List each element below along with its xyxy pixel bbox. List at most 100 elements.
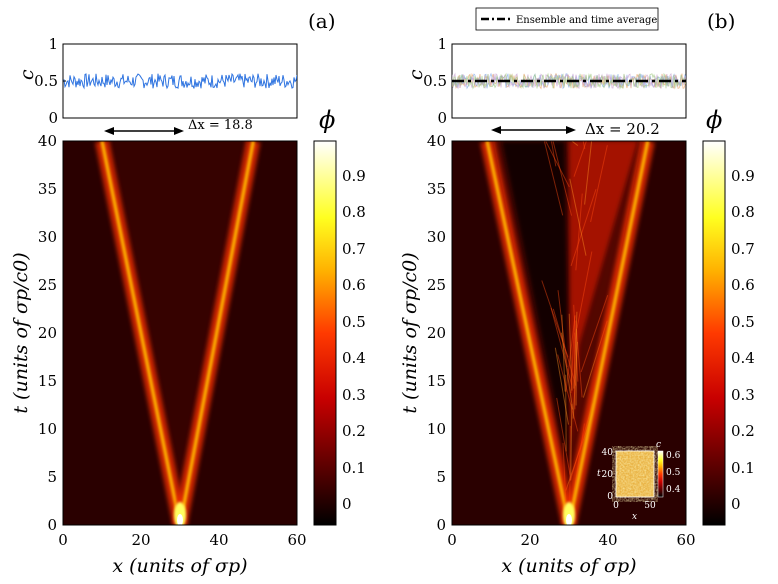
panel-b-ylabel: t (units of σp/c0) <box>399 252 421 413</box>
panel-a-colorbar-tick: 0.1 <box>342 459 366 477</box>
panel-a-xtick: 60 <box>287 531 306 549</box>
panel-b-colorbar-tick: 0.4 <box>731 349 755 367</box>
panel-b-inset-ytick: 20 <box>602 470 614 480</box>
panel-a-xtick: 40 <box>209 531 228 549</box>
panel-b-streak <box>543 141 564 216</box>
panel-b-yticks: 0 5 10 15 20 25 30 35 40 <box>427 132 446 534</box>
panel-b-inset-texture <box>616 451 654 497</box>
panel-b-xlabel: x (units of σp) <box>501 555 636 577</box>
panel-b-streak <box>570 316 576 394</box>
panel-b: (b) Ensemble and time average 1 0.5 0 c <box>399 7 755 577</box>
panel-a-heatmap-axes-box <box>62 140 298 526</box>
panel-a-right-front <box>178 141 256 525</box>
panel-a-colorbar-tick: 0.7 <box>342 240 366 258</box>
panel-a-colorbar-tick: 0.3 <box>342 386 366 404</box>
panel-b-streak <box>561 314 566 392</box>
panel-b-inset-xtick: 0 <box>613 501 619 511</box>
panel-b-colorbar-tick: 0.1 <box>731 459 755 477</box>
panel-b-inset-xlabel: x <box>632 512 637 522</box>
panel-b-colorbar-tick: 0.6 <box>731 276 755 294</box>
panel-b-streak <box>576 251 593 329</box>
panel-a-top-ylabel: c <box>16 69 38 80</box>
panel-a-c-series-line <box>63 72 297 90</box>
panel-b-colorbar-tick: 0.8 <box>731 203 755 221</box>
panel-b-streak <box>550 307 573 385</box>
panel-b-streak <box>554 347 569 425</box>
panel-b-streak <box>575 320 583 398</box>
panel-b-colorbar-tick: 0.5 <box>731 313 755 331</box>
panel-b-xtick: 20 <box>520 531 539 549</box>
panel-b-streak <box>541 280 569 358</box>
panel-b-source-core <box>566 514 572 525</box>
panel-b-streak <box>575 193 583 271</box>
panel-b-colorbar-tick: 0 <box>731 495 741 513</box>
panel-b-source-hotspot <box>563 502 575 525</box>
panel-b-streak <box>573 311 578 389</box>
panel-b-c-realization-2 <box>452 72 686 90</box>
panel-b-streak <box>565 315 576 393</box>
panel-a-separation-arrow <box>104 127 184 135</box>
panel-b-colorbar-tick: 0.3 <box>731 386 755 404</box>
panel-b-streak <box>573 141 587 177</box>
panel-a-yticks: 0 5 10 15 20 25 30 35 40 <box>38 132 57 534</box>
panel-b-colorbar-tick: 0.7 <box>731 240 755 258</box>
panel-b-right-front <box>567 141 650 525</box>
panel-b-ytick: 0 <box>436 516 446 534</box>
panel-b-streak <box>570 403 573 481</box>
panel-a-colorbar-label: ϕ <box>319 106 335 134</box>
panel-b-inset-cbar-tick: 0.4 <box>666 485 681 495</box>
panel-a-ytick: 40 <box>38 132 57 150</box>
panel-b-streak <box>560 332 574 410</box>
panel-b-streak <box>572 341 579 419</box>
panel-b-colorbar-tick: 0.2 <box>731 422 755 440</box>
panel-a-top-plot: 1 0.5 0 c <box>16 35 298 127</box>
panel-b-ytick: 35 <box>427 180 446 198</box>
panel-b-separation-arrow <box>491 126 576 134</box>
panel-b-depleted-region <box>501 141 569 465</box>
panel-a-ytick: 5 <box>47 468 57 486</box>
panel-b-xtick: 0 <box>447 531 457 549</box>
panel-b-inset-colorbar <box>657 450 664 498</box>
panel-b-ytick: 5 <box>436 468 446 486</box>
panel-b-top-plot: 1 0.5 0 c <box>405 35 687 127</box>
panel-b-ytick: 40 <box>427 132 446 150</box>
panel-a-ytick: 35 <box>38 180 57 198</box>
panel-a-ytick: 15 <box>38 372 57 390</box>
panel-a-heatmap <box>62 140 298 526</box>
panel-b-inset-ytick: 40 <box>602 448 614 458</box>
panel-b-streak <box>565 374 567 452</box>
panel-a-colorbar-tick: 0.4 <box>342 349 366 367</box>
panel-b-streak <box>568 313 573 391</box>
panel-b-inset-cbar-tick: 0.5 <box>666 468 681 478</box>
panel-a-colorbar-gradient <box>313 140 337 526</box>
panel-b-xtick: 60 <box>676 531 695 549</box>
panel-a-colorbar-tick: 0.9 <box>342 167 366 185</box>
panel-a-ytick: 25 <box>38 276 57 294</box>
panel-b-label: (b) <box>707 9 735 33</box>
panel-a-xtick: 20 <box>131 531 150 549</box>
panel-b-xtick: 40 <box>598 531 617 549</box>
panel-b-streak <box>552 141 573 216</box>
panel-b-separation-label: Δx = 20.2 <box>585 120 660 138</box>
panel-a-colorbar-tick: 0.2 <box>342 422 366 440</box>
panel-b-colorbar: ϕ 0 0.1 0.2 0.3 0.4 0.5 0.6 0.7 0.8 0.9 <box>702 106 755 526</box>
panel-b-xticks: 0 20 40 60 <box>447 531 695 549</box>
panel-a-xlabel: x (units of σp) <box>112 555 247 577</box>
panel-b-active-region <box>569 141 638 445</box>
panel-a: (a) 1 0.5 0 c Δx = 18.8 <box>10 9 366 577</box>
panel-b-streak <box>557 354 579 432</box>
panel-b-colorbar-label: ϕ <box>706 106 722 134</box>
panel-b-streak <box>556 397 571 475</box>
panel-a-ytick: 10 <box>38 420 57 438</box>
panel-a-source-core <box>177 514 183 525</box>
panel-b-heatmap <box>451 140 687 526</box>
panel-a-label: (a) <box>308 9 336 33</box>
panel-b-top-ytick-0: 0 <box>437 109 447 127</box>
panel-b-streak <box>557 290 568 368</box>
panel-a-colorbar-tick: 0 <box>342 495 352 513</box>
panel-b-inset-ylabel: t <box>597 469 601 479</box>
panel-a-top-axes-box <box>62 43 298 119</box>
panel-b-streak <box>590 145 608 223</box>
panel-b-inset-box <box>615 450 655 498</box>
